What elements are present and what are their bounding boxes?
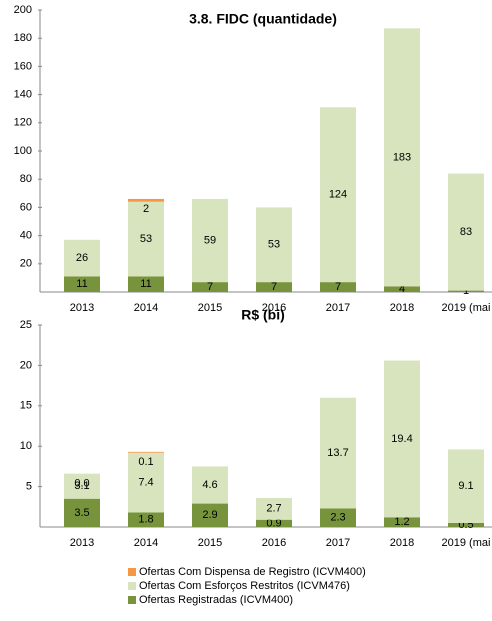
data-label: 2.9 [202,509,217,521]
data-label: 1.2 [394,516,409,528]
bar-segment [192,198,228,283]
y-tick-label: 15 [20,400,32,412]
bar-segment [64,276,100,292]
bar-segment [64,239,100,277]
bar-segment [128,451,164,453]
y-tick-label: 180 [14,32,32,44]
bar-segment [384,28,420,287]
x-tick-label: 2013 [70,537,94,549]
y-tick-label: 60 [20,201,32,213]
x-tick-label: 2013 [70,302,94,314]
data-label: 0.9 [266,517,281,529]
bar-segment [384,517,420,527]
legend-label: Ofertas Registradas (ICVM400) [139,594,293,606]
bar-segment [256,519,292,527]
data-label: 7 [271,281,277,293]
data-label: 3.5 [74,507,89,519]
bar-segment [64,473,100,499]
data-label: 1.8 [138,514,153,526]
bar-segment [256,497,292,520]
x-tick-label: 2017 [326,537,350,549]
y-tick-label: 5 [26,481,32,493]
data-label: 1 [463,285,469,297]
chart-title: 3.8. FIDC (quantidade) [189,11,337,27]
legend-swatch [128,582,136,590]
data-label: 3.1 [74,480,89,492]
bar-segment [64,498,100,527]
x-tick-label: 2015 [198,302,222,314]
bar-segment [384,360,420,518]
y-tick-label: 10 [20,440,32,452]
x-tick-label: 2015 [198,537,222,549]
data-label: 13.7 [327,447,348,459]
data-label: 7.4 [138,476,153,488]
x-tick-label: 2018 [390,302,414,314]
data-label: 7 [335,281,341,293]
y-tick-label: 140 [14,89,32,101]
data-label: 53 [268,239,280,251]
bar-segment [448,522,484,527]
x-tick-label: 2019 (mai [442,302,491,314]
bar-segment [128,452,164,513]
x-tick-label: 2018 [390,537,414,549]
bar-segment [192,503,228,527]
data-label: 4 [399,283,405,295]
data-label: 53 [140,233,152,245]
x-tick-label: 2017 [326,302,350,314]
bar-segment [192,282,228,292]
data-label: 7 [207,281,213,293]
y-tick-label: 40 [20,230,32,242]
x-tick-label: 2014 [134,537,158,549]
data-label: 9.1 [458,480,473,492]
data-label: 183 [393,151,411,163]
bar-segment [128,201,164,277]
data-label: 11 [140,278,151,290]
data-label: 4.6 [202,479,217,491]
data-label: 26 [76,252,88,264]
data-label: 11 [76,278,87,290]
bar-segment [384,286,420,292]
y-tick-label: 80 [20,173,32,185]
bar-segment [448,173,484,291]
chart-title: R$ (bi) [241,307,285,323]
bar-segment [320,397,356,509]
data-label: 0.1 [138,456,153,468]
y-tick-label: 200 [14,4,32,16]
bar-segment [128,512,164,527]
x-tick-label: 2014 [134,302,158,314]
bar-segment [448,449,484,523]
y-tick-label: 20 [20,258,32,270]
legend-label: Ofertas Com Dispensa de Registro (ICVM40… [139,566,366,578]
legend-swatch [128,596,136,604]
legend-label: Ofertas Com Esforços Restritos (ICVM476) [139,580,350,592]
y-tick-label: 25 [20,319,32,331]
y-tick-label: 100 [14,145,32,157]
data-label: 2.7 [266,503,281,515]
x-tick-label: 2019 (mai [442,537,491,549]
data-label: 19.4 [391,433,412,445]
bar-segment [128,276,164,292]
data-label: 59 [204,234,216,246]
bar-segment [256,207,292,283]
bar-segment [320,107,356,283]
data-label: 124 [329,189,347,201]
bar-segment [320,282,356,292]
bar-segment [128,198,164,202]
x-tick-label: 2016 [262,537,286,549]
y-tick-label: 120 [14,117,32,129]
data-label: 2.3 [330,512,345,524]
x-tick-label: 2016 [262,302,286,314]
data-label: 2 [143,203,149,215]
data-label: 0.0 [74,478,89,490]
y-tick-label: 160 [14,60,32,72]
bar-segment [448,290,484,292]
bar-segment [256,282,292,292]
legend-swatch [128,568,136,576]
data-label: 83 [460,226,472,238]
y-tick-label: 20 [20,359,32,371]
bar-segment [320,508,356,527]
bar-segment [192,466,228,504]
